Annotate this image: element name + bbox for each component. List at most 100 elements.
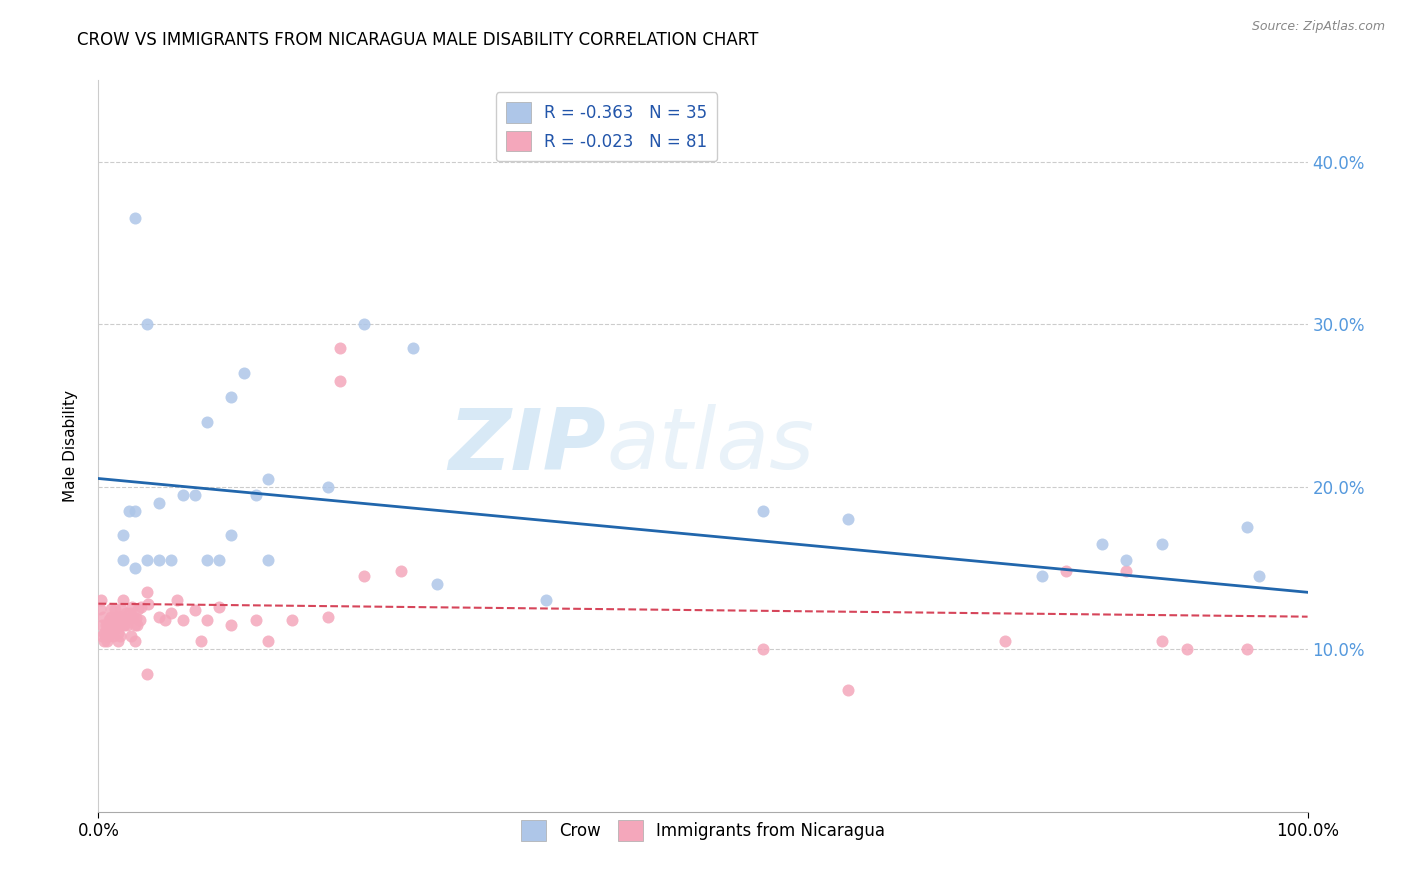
- Y-axis label: Male Disability: Male Disability: [63, 390, 77, 502]
- Point: [195, 613, 218, 627]
- Point: [208, 599, 231, 614]
- Point: [221, 617, 243, 632]
- Point: [107, 626, 129, 640]
- Text: atlas: atlas: [606, 404, 814, 488]
- Point: [353, 317, 375, 331]
- Point: [111, 528, 134, 542]
- Point: [90, 593, 112, 607]
- Point: [160, 553, 183, 567]
- Point: [208, 553, 231, 567]
- Point: [100, 601, 122, 615]
- Point: [148, 496, 170, 510]
- Point: [93, 626, 115, 640]
- Point: [184, 603, 207, 617]
- Point: [426, 577, 449, 591]
- Point: [91, 629, 114, 643]
- Point: [118, 607, 141, 621]
- Point: [93, 634, 115, 648]
- Point: [124, 561, 146, 575]
- Point: [122, 609, 145, 624]
- Point: [96, 623, 118, 637]
- Point: [752, 642, 775, 657]
- Point: [752, 504, 775, 518]
- Point: [107, 634, 129, 648]
- Point: [96, 634, 118, 648]
- Point: [1115, 564, 1137, 578]
- Point: [329, 374, 352, 388]
- Point: [118, 504, 141, 518]
- Point: [117, 617, 139, 632]
- Point: [534, 593, 557, 607]
- Point: [148, 553, 170, 567]
- Point: [91, 609, 114, 624]
- Point: [136, 597, 159, 611]
- Point: [98, 613, 121, 627]
- Point: [124, 634, 146, 648]
- Point: [120, 629, 142, 643]
- Point: [124, 211, 146, 226]
- Point: [118, 611, 141, 625]
- Point: [100, 609, 122, 624]
- Point: [135, 666, 157, 681]
- Point: [329, 342, 352, 356]
- Point: [101, 629, 124, 643]
- Point: [160, 607, 183, 621]
- Text: CROW VS IMMIGRANTS FROM NICARAGUA MALE DISABILITY CORRELATION CHART: CROW VS IMMIGRANTS FROM NICARAGUA MALE D…: [77, 31, 759, 49]
- Point: [172, 613, 194, 627]
- Point: [124, 504, 146, 518]
- Point: [100, 617, 122, 632]
- Point: [104, 613, 127, 627]
- Point: [98, 623, 121, 637]
- Point: [1054, 564, 1077, 578]
- Point: [153, 613, 176, 627]
- Point: [135, 553, 157, 567]
- Point: [316, 609, 339, 624]
- Point: [1031, 569, 1053, 583]
- Point: [1175, 642, 1198, 657]
- Point: [108, 617, 131, 632]
- Point: [111, 593, 134, 607]
- Point: [166, 593, 188, 607]
- Point: [402, 342, 425, 356]
- Point: [110, 601, 132, 615]
- Point: [125, 611, 148, 625]
- Point: [127, 601, 149, 615]
- Point: [245, 488, 267, 502]
- Point: [111, 617, 134, 632]
- Point: [1236, 642, 1258, 657]
- Point: [114, 613, 136, 627]
- Point: [1152, 634, 1174, 648]
- Point: [172, 488, 194, 502]
- Legend: Crow, Immigrants from Nicaragua: Crow, Immigrants from Nicaragua: [515, 814, 891, 847]
- Point: [121, 599, 143, 614]
- Text: ZIP: ZIP: [449, 404, 606, 488]
- Point: [195, 415, 218, 429]
- Point: [100, 626, 122, 640]
- Point: [1091, 536, 1114, 550]
- Point: [221, 390, 243, 404]
- Point: [256, 471, 278, 485]
- Point: [111, 553, 134, 567]
- Point: [108, 613, 131, 627]
- Point: [148, 609, 170, 624]
- Point: [1236, 520, 1258, 534]
- Point: [129, 599, 152, 614]
- Point: [103, 613, 125, 627]
- Point: [184, 488, 207, 502]
- Point: [1115, 553, 1137, 567]
- Point: [105, 617, 128, 632]
- Point: [127, 617, 149, 632]
- Point: [135, 585, 157, 599]
- Point: [837, 682, 859, 697]
- Point: [128, 613, 150, 627]
- Point: [389, 564, 412, 578]
- Point: [190, 634, 212, 648]
- Point: [97, 617, 120, 632]
- Point: [108, 629, 131, 643]
- Point: [104, 601, 127, 615]
- Point: [135, 317, 157, 331]
- Point: [281, 613, 304, 627]
- Point: [94, 629, 117, 643]
- Point: [316, 480, 339, 494]
- Point: [245, 613, 267, 627]
